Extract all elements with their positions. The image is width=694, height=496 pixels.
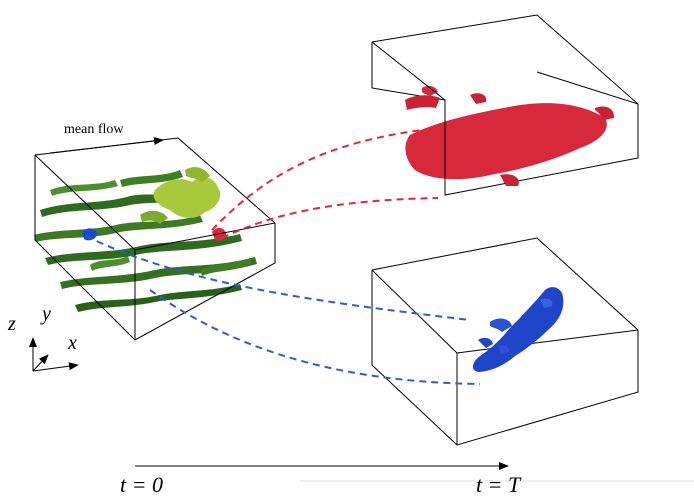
axis-x-label: x (67, 332, 77, 354)
light-green-vortex-cluster (140, 167, 221, 224)
blue-trajectory-curves (85, 235, 481, 385)
red-final-box (371, 14, 639, 196)
green-vortex-structures (34, 170, 257, 312)
mean-flow-label: mean flow (64, 122, 124, 137)
axis-z-label: z (7, 313, 16, 335)
blue-final-box (371, 237, 639, 446)
initial-domain-box (34, 137, 276, 341)
mean-flow-arrow (49, 137, 164, 154)
time-end-label: t = T (476, 472, 522, 496)
red-trajectory-curves (211, 127, 441, 239)
coordinate-axes: z y x (7, 303, 79, 372)
time-start-label: t = 0 (120, 472, 163, 496)
blue-vortex-structures (472, 287, 564, 372)
red-vortex-structures (405, 85, 615, 186)
axis-y-label: y (40, 303, 51, 325)
blue-seed-region (82, 228, 97, 241)
